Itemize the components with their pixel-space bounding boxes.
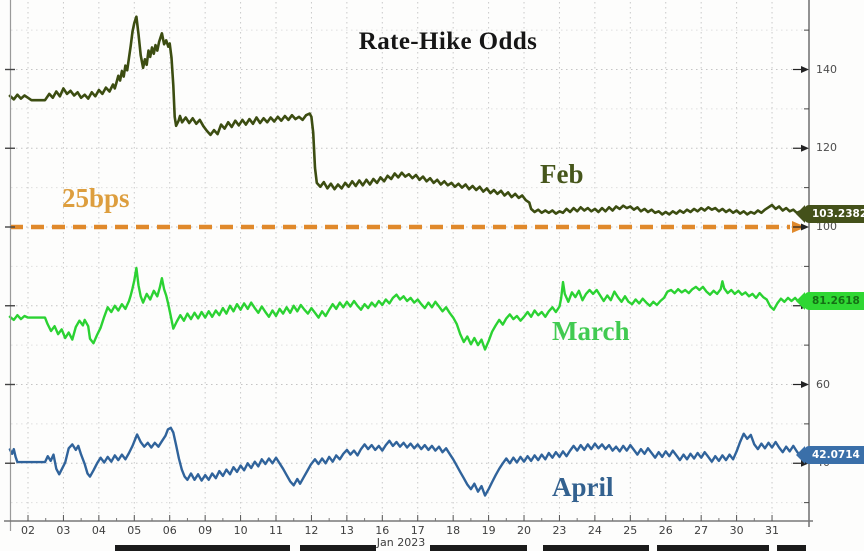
bottom-divider-bar [115, 545, 290, 551]
bottom-divider-bar [430, 545, 527, 551]
x-axis-label: 12 [304, 524, 319, 537]
series-line-april [8, 426, 807, 497]
badge-pointer-icon [796, 205, 805, 224]
x-axis-label: 26 [658, 524, 673, 537]
series-line-feb [8, 15, 807, 216]
badge-value-feb: 103.2382 [812, 208, 864, 221]
chart-title: Rate-Hike Odds [358, 28, 538, 55]
bottom-divider-bar [657, 545, 769, 551]
series-label-march: March [552, 316, 630, 346]
x-axis-label: 19 [481, 524, 496, 537]
badge-pointer-icon [796, 291, 805, 310]
bottom-divider-bar [543, 545, 649, 551]
y-axis-tick-arrow-icon [801, 144, 809, 152]
y-axis-label: 60 [816, 377, 830, 391]
x-axis-label: 05 [127, 524, 142, 537]
x-axis-label: 04 [91, 524, 106, 537]
last-value-badge-april: 42.0714 [796, 446, 864, 465]
x-axis-label: 11 [269, 524, 283, 537]
x-axis-label: 20 [517, 524, 532, 537]
last-value-badge-march: 81.2618 [796, 291, 864, 310]
x-axis-label: 10 [233, 524, 248, 537]
series-line-march [8, 266, 807, 351]
x-axis-label: 06 [162, 524, 177, 537]
x-axis-label: 31 [765, 524, 780, 537]
badge-value-april: 42.0714 [812, 449, 860, 462]
x-axis-label: 25 [623, 524, 638, 537]
series-label-april: April [552, 472, 614, 502]
reference-line-label: 25bps [62, 183, 130, 213]
x-axis-label: 13 [339, 524, 354, 537]
y-axis-label: 120 [816, 141, 837, 155]
y-axis-tick-arrow-icon [801, 223, 809, 231]
bottom-divider-bar [300, 545, 376, 551]
y-axis-tick-arrow-icon [801, 381, 809, 388]
last-value-badge-feb: 103.2382 [796, 205, 864, 224]
x-axis-label: 17 [410, 524, 425, 537]
y-axis-label: 100 [816, 220, 837, 233]
x-axis-label: 23 [552, 524, 567, 537]
badge-pointer-icon [796, 446, 805, 465]
y-axis-label: 140 [816, 62, 837, 76]
x-axis-label: 27 [694, 524, 709, 537]
x-axis-label: 02 [21, 524, 35, 537]
x-axis-month-label: Jan 2023 [376, 536, 426, 549]
bottom-divider-bar [777, 545, 806, 551]
y-axis-tick-arrow-icon [801, 66, 809, 73]
x-axis-label: 09 [198, 524, 213, 537]
x-axis-label: 18 [446, 524, 461, 537]
x-axis-label: 24 [587, 524, 602, 537]
x-axis-label: 30 [729, 524, 744, 537]
x-axis-label: 16 [375, 524, 390, 537]
x-axis-label: 03 [56, 524, 71, 537]
series-label-feb: Feb [540, 159, 584, 189]
badge-value-march: 81.2618 [812, 294, 860, 307]
